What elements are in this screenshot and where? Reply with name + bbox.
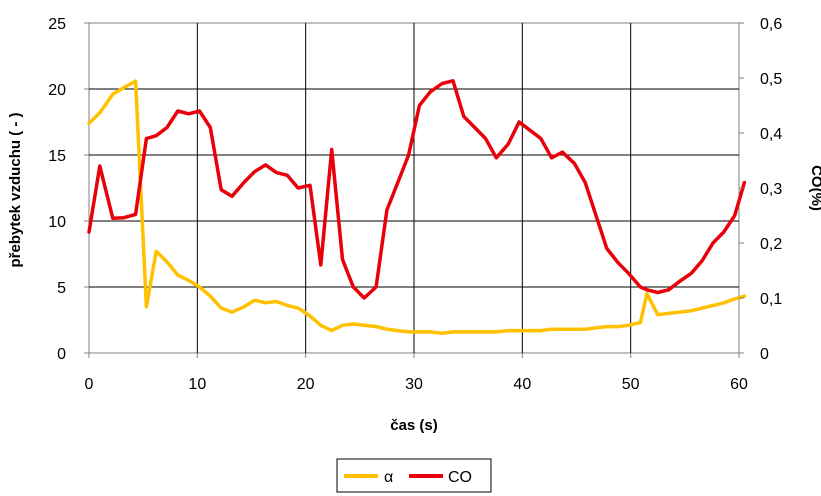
y-left-tick-label-5: 25 bbox=[48, 16, 66, 33]
legend: α CO bbox=[336, 458, 492, 493]
y-right-tick-label-2: 0,2 bbox=[760, 236, 782, 253]
y-right-axis-title: CO(%) bbox=[808, 165, 821, 211]
legend-label-alpha: α bbox=[384, 469, 393, 486]
y-left-tick-label-2: 10 bbox=[48, 214, 66, 231]
y-left-axis-title: přebytek vzduchu ( - ) bbox=[7, 112, 24, 267]
x-tick-label-6: 60 bbox=[730, 376, 748, 393]
gridlines bbox=[89, 23, 739, 353]
y-left-tick-label-0: 0 bbox=[57, 346, 66, 363]
x-tick-label-5: 50 bbox=[622, 376, 640, 393]
x-tick-label-4: 40 bbox=[513, 376, 531, 393]
y-left-tick-label-1: 5 bbox=[57, 280, 66, 297]
y-left-axis-ticks: 0 5 10 15 20 25 bbox=[48, 16, 89, 363]
series-line-co bbox=[87, 79, 747, 300]
y-right-tick-label-3: 0,3 bbox=[760, 181, 782, 198]
y-right-tick-label-5: 0,5 bbox=[760, 71, 782, 88]
x-axis-title: čas (s) bbox=[390, 417, 438, 434]
series-line-alpha bbox=[87, 79, 747, 335]
x-tick-label-1: 10 bbox=[188, 376, 206, 393]
series-layer bbox=[87, 79, 747, 335]
x-axis-ticks: 0 10 20 30 40 50 60 bbox=[85, 353, 748, 393]
y-right-axis-ticks: 0 0,1 0,2 0,3 0,4 0,5 0,6 bbox=[739, 16, 782, 363]
y-left-tick-label-3: 15 bbox=[48, 148, 66, 165]
y-right-tick-label-0: 0 bbox=[760, 346, 769, 363]
x-tick-label-3: 30 bbox=[405, 376, 423, 393]
y-right-tick-label-6: 0,6 bbox=[760, 16, 782, 33]
y-left-tick-label-4: 20 bbox=[48, 82, 66, 99]
legend-label-co: CO bbox=[448, 469, 472, 486]
x-tick-label-2: 20 bbox=[297, 376, 315, 393]
y-right-tick-label-1: 0,1 bbox=[760, 291, 782, 308]
y-right-tick-label-4: 0,4 bbox=[760, 126, 782, 143]
x-tick-label-0: 0 bbox=[85, 376, 94, 393]
